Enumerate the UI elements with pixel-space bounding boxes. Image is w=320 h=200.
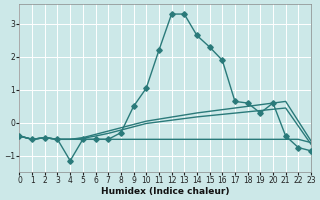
X-axis label: Humidex (Indice chaleur): Humidex (Indice chaleur) [101,187,229,196]
